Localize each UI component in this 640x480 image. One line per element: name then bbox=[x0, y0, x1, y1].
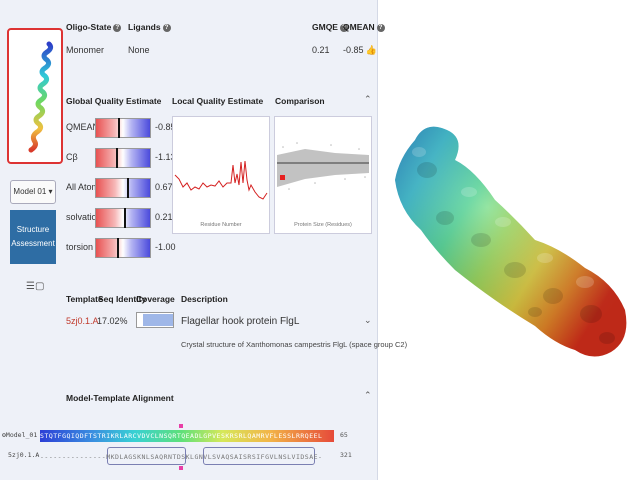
model-sequence[interactable]: STQTFGQIQDFTSTRIKRLARCVDVCLNSQRTQEADLGPV… bbox=[40, 430, 334, 442]
local-quality-header: Local Quality Estimate bbox=[172, 96, 264, 106]
coverage-col-header: Coverage bbox=[136, 294, 175, 304]
score-value: -0.85 bbox=[155, 122, 176, 132]
score-marker bbox=[117, 118, 120, 138]
score-value: 0.67 bbox=[155, 182, 173, 192]
score-bar bbox=[95, 208, 151, 228]
qmean-value: -0.85 👍 bbox=[343, 45, 377, 55]
alignment-marker bbox=[179, 424, 183, 428]
description-col-header: Description bbox=[181, 294, 228, 304]
alignment-marker bbox=[179, 466, 183, 470]
comparison-header: Comparison bbox=[275, 96, 325, 106]
molecular-surface bbox=[395, 126, 627, 357]
structure-assessment-button[interactable]: Structure Assessment bbox=[10, 210, 56, 264]
score-label: QMEAN bbox=[66, 122, 100, 132]
template-segment-box bbox=[107, 447, 186, 465]
collapse-alignment-icon[interactable]: ⌃ bbox=[364, 390, 372, 400]
quality-score-row: QMEAN -0.85 bbox=[66, 118, 176, 138]
gmqe-value: 0.21 bbox=[312, 45, 330, 55]
collapse-quality-icon[interactable]: ⌃ bbox=[364, 94, 372, 104]
score-bar bbox=[95, 238, 151, 258]
template-seq-label: 5zj0.1.A bbox=[8, 451, 40, 459]
structure-3d-viewer[interactable] bbox=[385, 100, 635, 422]
score-value: -1.13 bbox=[155, 152, 176, 162]
ligands-header: Ligands? bbox=[128, 22, 171, 32]
structure-thumbnail-icon bbox=[28, 41, 54, 153]
local-quality-line bbox=[174, 160, 268, 200]
template-segment-box bbox=[203, 447, 315, 465]
score-label: solvation bbox=[66, 212, 102, 222]
global-quality-header: Global Quality Estimate bbox=[66, 96, 162, 106]
score-marker bbox=[116, 148, 119, 168]
info-icon[interactable]: ? bbox=[339, 23, 348, 32]
model-seq-end: 65 bbox=[340, 431, 348, 439]
score-bar bbox=[95, 118, 151, 138]
quality-score-row: torsion -1.00 bbox=[66, 238, 176, 258]
model-seq-label: ⚙Model_01 bbox=[2, 431, 38, 439]
score-label: torsion bbox=[66, 242, 94, 252]
gear-icon[interactable]: ⚙ bbox=[2, 431, 6, 439]
score-value: -1.00 bbox=[155, 242, 176, 252]
qmean-header: QMEAN? bbox=[343, 22, 385, 32]
ligands-value: None bbox=[128, 45, 150, 55]
gmqe-header: GMQE? bbox=[312, 22, 348, 32]
list-toggle-icon[interactable]: ☰▢ bbox=[26, 281, 45, 292]
alignment-header: Model-Template Alignment bbox=[66, 393, 174, 403]
oligo-state-value: Monomer bbox=[66, 45, 105, 55]
comparison-scatter bbox=[277, 142, 369, 190]
template-col-header: Template bbox=[66, 294, 103, 304]
comparison-plot[interactable]: Protein Size (Residues) bbox=[274, 116, 372, 234]
local-x-caption: Residue Number bbox=[200, 222, 242, 228]
info-icon[interactable]: ? bbox=[113, 23, 122, 32]
oligo-state-header: Oligo-State? bbox=[66, 22, 122, 32]
quality-score-row: solvation 0.21 bbox=[66, 208, 176, 228]
model-select[interactable]: Model 01 ▾ bbox=[10, 180, 56, 204]
expand-template-icon[interactable]: ⌄ bbox=[364, 315, 372, 325]
template-identity: 17.02% bbox=[97, 316, 128, 326]
score-value: 0.21 bbox=[155, 212, 173, 222]
quality-score-row: All Atom 0.67 bbox=[66, 178, 176, 198]
score-bar bbox=[95, 178, 151, 198]
comparison-x-caption: Protein Size (Residues) bbox=[294, 222, 352, 228]
coverage-bar bbox=[136, 312, 174, 328]
quality-score-row: Cβ -1.13 bbox=[66, 148, 176, 168]
template-description: Flagellar hook protein FlgL bbox=[181, 316, 300, 327]
local-quality-plot[interactable]: Residue Number bbox=[172, 116, 270, 234]
score-label: Cβ bbox=[66, 152, 78, 162]
identity-col-header: Seq Identity bbox=[98, 294, 147, 304]
model-thumbnail[interactable] bbox=[7, 28, 63, 164]
template-seq-end: 321 bbox=[340, 451, 352, 459]
template-subtitle: Crystal structure of Xanthomonas campest… bbox=[181, 340, 408, 349]
score-marker bbox=[124, 208, 127, 228]
template-sequence[interactable]: ---------------MKDLAGSKNLSAQRNTDSKLGNVLS… bbox=[40, 453, 323, 461]
template-link[interactable]: 5zj0.1.A bbox=[66, 316, 99, 326]
info-icon[interactable]: ? bbox=[162, 23, 171, 32]
score-marker bbox=[117, 238, 119, 258]
coverage-fill bbox=[143, 314, 173, 326]
score-marker bbox=[127, 178, 130, 198]
score-bar bbox=[95, 148, 151, 168]
model-marker bbox=[280, 175, 285, 180]
score-label: All Atom bbox=[66, 182, 100, 192]
info-icon[interactable]: ? bbox=[376, 23, 385, 32]
thumbs-up-icon[interactable]: 👍 bbox=[365, 45, 377, 55]
model-results-panel: Model 01 ▾ Structure Assessment ☰▢ Oligo… bbox=[0, 0, 407, 480]
